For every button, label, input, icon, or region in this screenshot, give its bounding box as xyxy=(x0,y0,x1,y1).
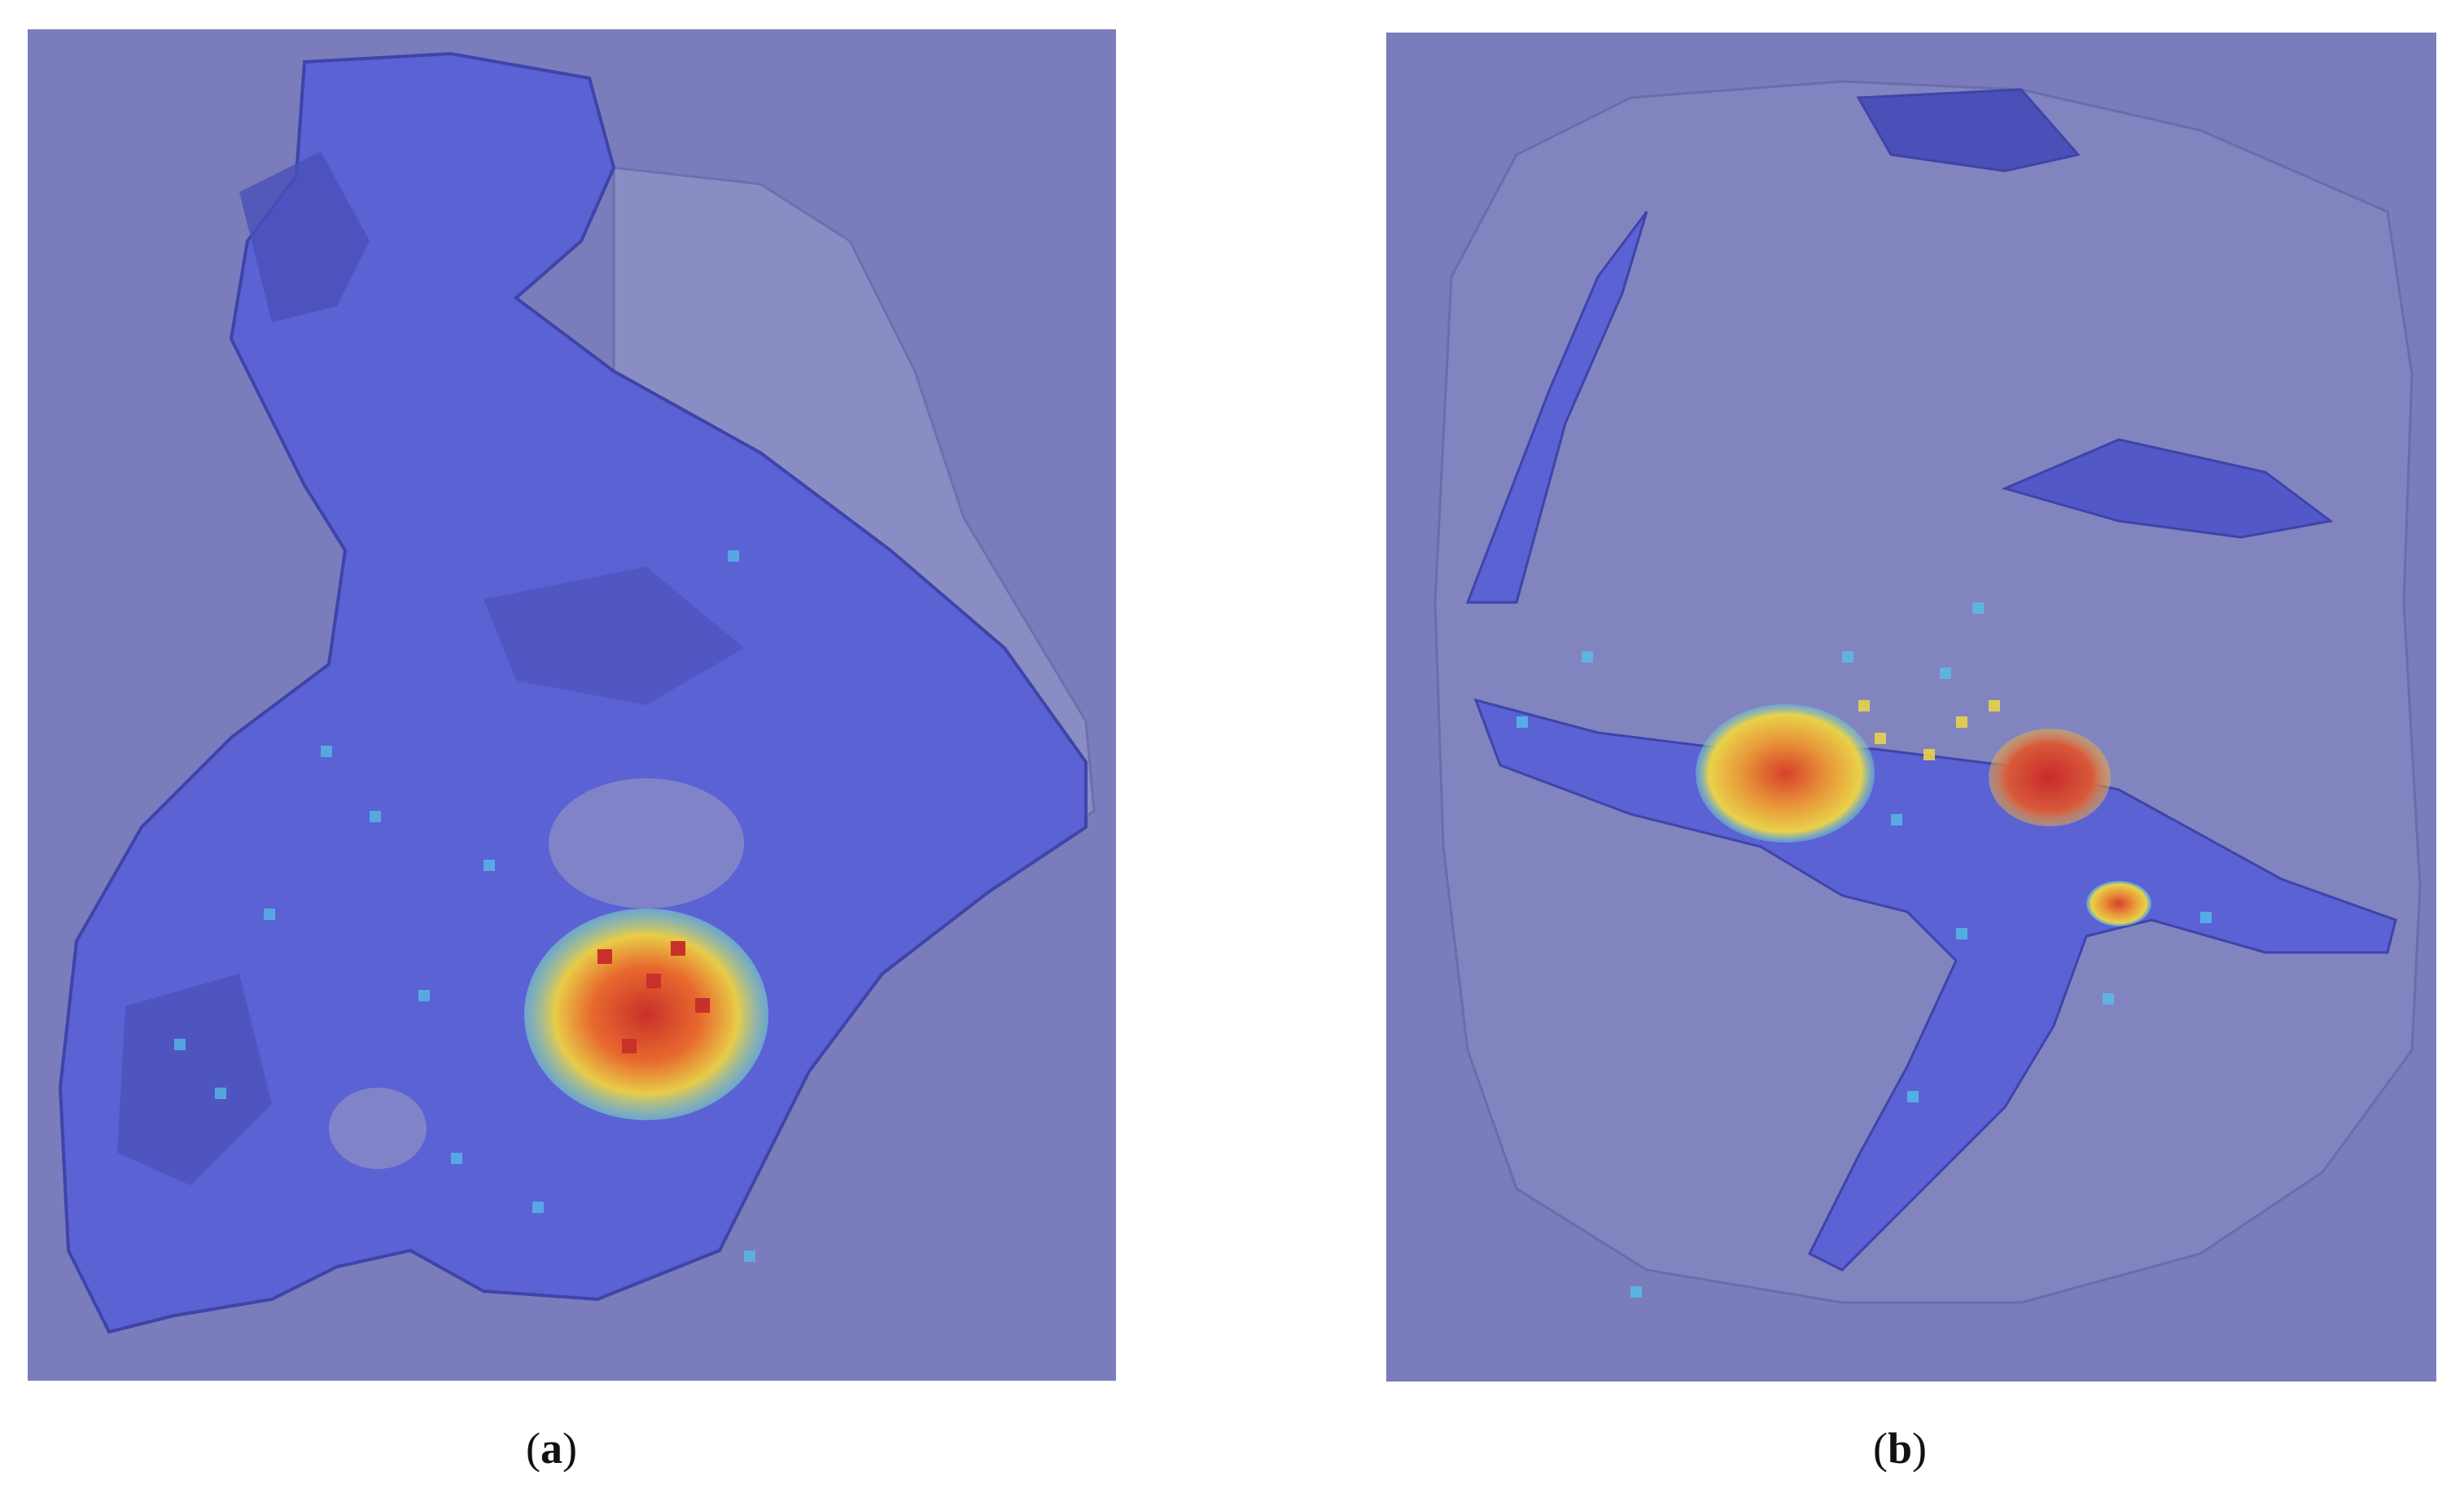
low-activation-patches xyxy=(1516,602,2212,1298)
tissue-band xyxy=(2001,438,2334,539)
cavity xyxy=(329,1088,427,1169)
caption-open-paren: ( xyxy=(1873,1424,1888,1473)
pale-tissue-region xyxy=(1433,80,2422,1304)
dark-structure xyxy=(117,974,272,1185)
heatmap-panel-b xyxy=(1386,33,2436,1382)
high-activation-region xyxy=(524,909,768,1120)
panel-caption-a: (a) xyxy=(526,1426,577,1470)
cavity xyxy=(549,778,744,909)
caption-letter: b xyxy=(1887,1424,1913,1473)
hot-cells xyxy=(597,941,710,1053)
mid-activation-cells xyxy=(1858,700,2000,760)
heatmap-panel-a xyxy=(28,29,1116,1381)
tissue-band xyxy=(1465,211,1648,604)
tissue-body xyxy=(58,51,1088,1334)
caption-letter: a xyxy=(540,1424,562,1473)
tissue-band xyxy=(1856,88,2081,173)
tissue-heatmap-b xyxy=(1433,80,2422,1304)
caption-close-paren: ) xyxy=(1912,1424,1928,1473)
high-activation-region xyxy=(2086,881,2151,926)
high-activation-region xyxy=(1696,704,1875,843)
dark-structure xyxy=(484,567,744,705)
caption-close-paren: ) xyxy=(562,1424,577,1473)
tissue-heatmap-a xyxy=(58,51,1096,1334)
high-activation-region xyxy=(1989,729,2111,826)
caption-open-paren: ( xyxy=(526,1424,541,1473)
dark-structure xyxy=(239,151,370,322)
panel-caption-b: (b) xyxy=(1873,1426,1927,1470)
